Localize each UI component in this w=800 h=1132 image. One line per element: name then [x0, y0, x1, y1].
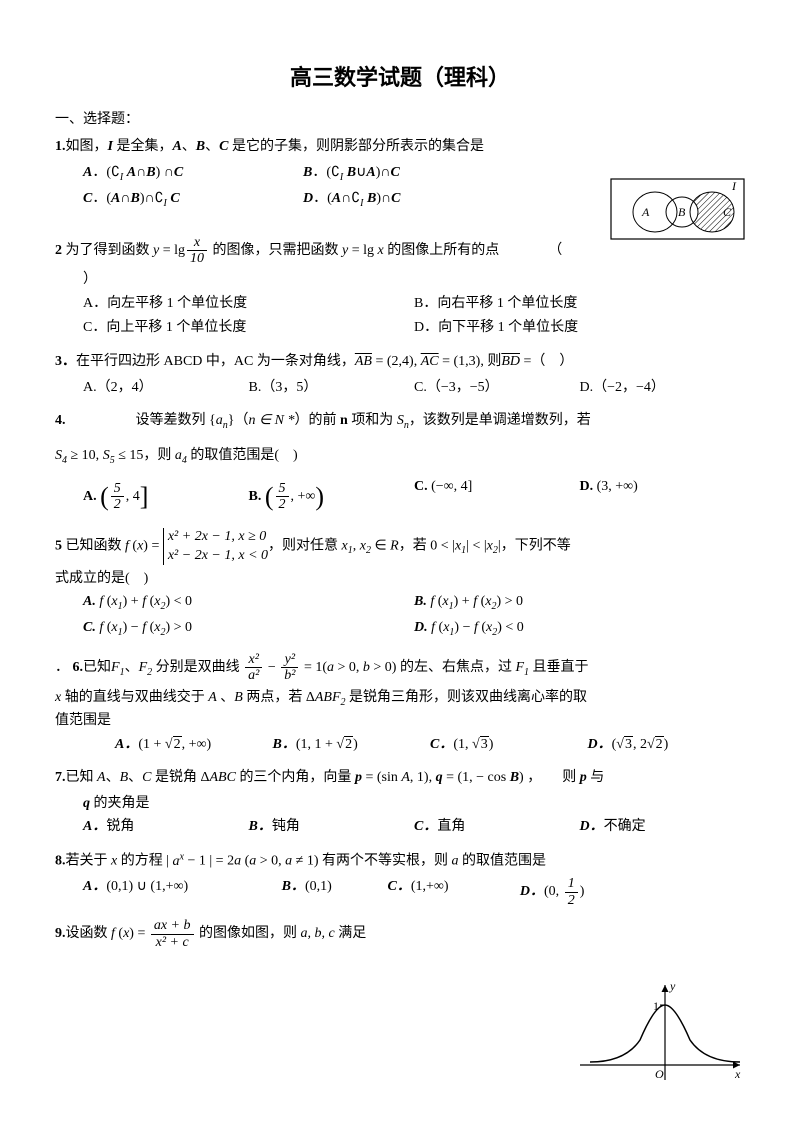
- svg-text:A: A: [641, 205, 650, 219]
- q4-opt-b: B. (52, +∞): [249, 475, 415, 519]
- curve-graph-icon: y x O 1: [575, 980, 745, 1090]
- q3-stem: 3．在平行四边形 ABCD 中，AC 为一条对角线，AB = (2,4), AC…: [55, 351, 745, 373]
- q9-stem: 9.设函数 f (x) = ax + bx² + c 的图像如图，则 a, b,…: [55, 918, 745, 950]
- q7-line2: q 的夹角是: [83, 793, 745, 815]
- q7-stem: 7.已知 A、B、C 是锐角 ΔABC 的三个内角，向量 p = (sin A,…: [55, 767, 745, 789]
- q6-opt-d: D．(√3, 2√2): [588, 733, 746, 757]
- q3-opt-c: C.（−3，−5）: [414, 376, 580, 400]
- q1-opt-b: B．(∁I B∪A)∩C: [303, 161, 523, 187]
- page-title: 高三数学试题（理科）: [55, 60, 745, 95]
- q5-opt-b: B. f (x1) + f (x2) > 0: [414, 590, 745, 616]
- q4-stem: 4. 设等差数列 {an}（n ∈ N *）的前 n 项和为 Sn，该数列是单调…: [55, 410, 745, 434]
- q4-opt-c: C. (−∞, 4]: [414, 475, 580, 519]
- venn-diagram-icon: I A B C: [610, 178, 745, 240]
- question-7: 7.已知 A、B、C 是锐角 ΔABC 的三个内角，向量 p = (sin A,…: [55, 767, 745, 839]
- svg-text:1: 1: [653, 999, 659, 1013]
- q2-stem: 2 为了得到函数 y = lgx10 的图像，只需把函数 y = lg x 的图…: [55, 235, 745, 267]
- question-9: 9.设函数 f (x) = ax + bx² + c 的图像如图，则 a, b,…: [55, 918, 745, 950]
- question-4: 4. 设等差数列 {an}（n ∈ N *）的前 n 项和为 Sn，该数列是单调…: [55, 410, 745, 518]
- q8-opt-b: B．(0,1): [282, 876, 388, 908]
- question-5: 5 已知函数 f (x) = x² + 2x − 1, x ≥ 0x² − 2x…: [55, 528, 745, 641]
- q2-opt-b: B．向右平移 1 个单位长度: [414, 292, 745, 316]
- q3-opt-d: D.（−2，−4）: [580, 376, 746, 400]
- q5-line2: 式成立的是( ): [55, 568, 745, 590]
- svg-text:x: x: [734, 1067, 741, 1081]
- q8-stem: 8.若关于 x 的方程 | ax − 1 | = 2a (a > 0, a ≠ …: [55, 849, 745, 873]
- q8-opt-d: D．(0, 12): [520, 876, 652, 908]
- svg-text:O: O: [655, 1067, 664, 1081]
- q4-opt-a: A. (52, 4]: [83, 475, 249, 519]
- q7-opt-d: D．不确定: [580, 815, 746, 839]
- svg-text:B: B: [678, 205, 686, 219]
- q5-opt-d: D. f (x1) − f (x2) < 0: [414, 616, 745, 642]
- q1-opt-d: D．(A∩∁I B)∩C: [303, 187, 523, 213]
- q6-opt-c: C．(1, √3): [430, 733, 588, 757]
- q2-paren: ）: [83, 269, 745, 291]
- q1-text: 1.如图，I 是全集，A、B、C 是它的子集，则阴影部分所表示的集合是: [55, 139, 484, 154]
- q6-line3: 值范围是: [55, 710, 745, 732]
- section-heading: 一、选择题：: [55, 109, 745, 131]
- q5-stem: 5 已知函数 f (x) = x² + 2x − 1, x ≥ 0x² − 2x…: [55, 528, 745, 564]
- q5-opt-a: A. f (x1) + f (x2) < 0: [83, 590, 414, 616]
- q2-opt-a: A．向左平移 1 个单位长度: [83, 292, 414, 316]
- q8-opt-c: C．(1,+∞): [388, 876, 520, 908]
- q7-opt-a: A．锐角: [83, 815, 249, 839]
- q6-opt-a: A．(1 + √2, +∞): [115, 733, 273, 757]
- q4-opt-d: D. (3, +∞): [580, 475, 746, 519]
- q6-opt-b: B．(1, 1 + √2): [273, 733, 431, 757]
- q1-opt-a: A．(∁I A∩B) ∩C: [83, 161, 303, 187]
- question-6: ． 6.已知F1、F2 分别是双曲线 x²a² − y²b² = 1(a > 0…: [55, 652, 745, 757]
- q1-opt-c: C．(A∩B)∩∁I C: [83, 187, 303, 213]
- q7-opt-b: B．钝角: [249, 815, 415, 839]
- q4-cond: S4 ≥ 10, S5 ≤ 15，则 a4 的取值范围是( ): [55, 445, 745, 469]
- question-2: 2 为了得到函数 y = lgx10 的图像，只需把函数 y = lg x 的图…: [55, 235, 745, 341]
- q2-opt-c: C．向上平移 1 个单位长度: [83, 316, 414, 340]
- q6-stem: ． 6.已知F1、F2 分别是双曲线 x²a² − y²b² = 1(a > 0…: [55, 652, 745, 684]
- q6-line2: x 轴的直线与双曲线交于 A 、B 两点，若 ΔABF2 是锐角三角形，则该双曲…: [55, 687, 745, 711]
- q1-stem: 1.如图，I 是全集，A、B、C 是它的子集，则阴影部分所表示的集合是: [55, 136, 745, 158]
- svg-text:I: I: [731, 179, 737, 193]
- q3-opt-a: A.（2，4）: [83, 376, 249, 400]
- svg-text:C: C: [723, 205, 732, 219]
- svg-text:y: y: [669, 980, 676, 993]
- q3-opt-b: B.（3，5）: [249, 376, 415, 400]
- question-3: 3．在平行四边形 ABCD 中，AC 为一条对角线，AB = (2,4), AC…: [55, 351, 745, 401]
- q7-opt-c: C．直角: [414, 815, 580, 839]
- question-8: 8.若关于 x 的方程 | ax − 1 | = 2a (a > 0, a ≠ …: [55, 849, 745, 908]
- q8-opt-a: A．(0,1) ∪ (1,+∞): [83, 876, 282, 908]
- q2-opt-d: D．向下平移 1 个单位长度: [414, 316, 745, 340]
- q5-opt-c: C. f (x1) − f (x2) > 0: [83, 616, 414, 642]
